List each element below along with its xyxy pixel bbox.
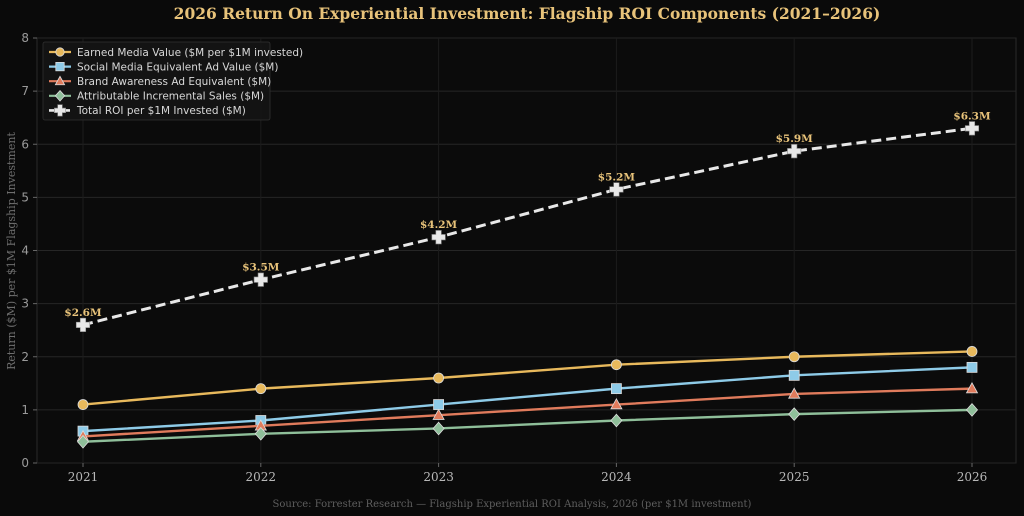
y-tick-label: 4	[21, 244, 29, 258]
data-point	[254, 426, 267, 441]
data-label: $6.3M	[953, 110, 991, 122]
data-point	[788, 369, 800, 381]
legend-entry: Total ROI per $1M Invested ($M)	[76, 105, 246, 117]
y-tick-label: 2	[21, 350, 29, 364]
legend-box	[42, 41, 271, 121]
data-label: $4.2M	[420, 219, 458, 231]
data-point	[611, 359, 622, 371]
data-point	[611, 383, 622, 395]
series-line	[82, 366, 973, 433]
data-label: $5.9M	[776, 133, 814, 145]
chart-title: 2026 Return On Experiential Investment: …	[174, 4, 881, 23]
y-tick-label: 8	[21, 31, 29, 45]
y-axis: 0 1 2 3 4 5 6 7 8	[21, 31, 37, 470]
y-tick-label: 6	[21, 137, 29, 151]
data-point	[965, 403, 979, 417]
data-point	[609, 182, 624, 197]
data-point	[75, 317, 91, 332]
legend-marker	[54, 89, 66, 102]
legend-entry: Social Media Equivalent Ad Value ($M)	[77, 61, 278, 73]
y-axis-label: Return ($M) per $1M Flagship Investment	[5, 132, 18, 370]
data-point	[433, 372, 445, 384]
legend-entry: Attributable Incremental Sales ($M)	[77, 91, 264, 103]
series-3	[76, 403, 979, 449]
data-point	[788, 351, 800, 363]
series-4: $2.6M $3.5M $4.2M $5.2M $5.9M $6.3M	[64, 110, 991, 332]
data-point	[433, 399, 445, 410]
data-point	[431, 230, 446, 245]
x-tick-label: 2026	[957, 470, 988, 484]
x-axis: 2021 2022 2023 2024 2025 2026	[68, 463, 988, 484]
y-tick-label: 3	[21, 297, 29, 311]
series-0	[77, 346, 978, 410]
x-tick-label: 2023	[423, 470, 454, 484]
legend: Earned Media Value ($M per $1M invested)…	[42, 41, 303, 121]
series-group: $2.6M $3.5M $4.2M $5.2M $5.9M $6.3M	[64, 110, 991, 449]
data-label: $5.2M	[598, 171, 636, 183]
legend-entry: Earned Media Value ($M per $1M invested)	[77, 47, 303, 59]
data-point	[964, 121, 980, 136]
data-point	[965, 382, 979, 394]
x-tick-label: 2024	[601, 470, 632, 484]
data-point	[432, 421, 445, 436]
series-line	[82, 350, 973, 406]
data-point	[788, 387, 801, 399]
data-point	[787, 144, 802, 159]
legend-marker	[55, 47, 65, 57]
legend-marker	[54, 75, 66, 86]
data-label: $2.6M	[64, 307, 102, 319]
legend-marker	[54, 104, 66, 117]
y-tick-label: 7	[21, 84, 29, 98]
x-tick-label: 2021	[68, 470, 99, 484]
y-tick-label: 1	[21, 403, 29, 417]
x-tick-label: 2022	[246, 470, 277, 484]
data-point	[255, 383, 267, 395]
legend-entry: Brand Awareness Ad Equivalent ($M)	[77, 76, 271, 88]
legend-marker	[55, 62, 65, 72]
data-point	[966, 346, 978, 357]
data-point	[966, 361, 978, 373]
series-line	[82, 126, 973, 327]
data-point	[788, 407, 801, 421]
data-point	[77, 399, 89, 410]
x-tick-label: 2025	[779, 470, 810, 484]
data-point	[610, 397, 623, 410]
data-point	[76, 434, 90, 449]
y-tick-label: 0	[21, 456, 29, 470]
data-label: $3.5M	[242, 262, 280, 274]
series-line	[82, 408, 973, 443]
data-point	[432, 408, 445, 420]
source-note: Source: Forrester Research — Flagship Ex…	[273, 499, 752, 510]
data-point	[610, 413, 623, 428]
data-point	[253, 272, 268, 287]
y-tick-label: 5	[21, 190, 29, 204]
series-line	[82, 387, 973, 438]
